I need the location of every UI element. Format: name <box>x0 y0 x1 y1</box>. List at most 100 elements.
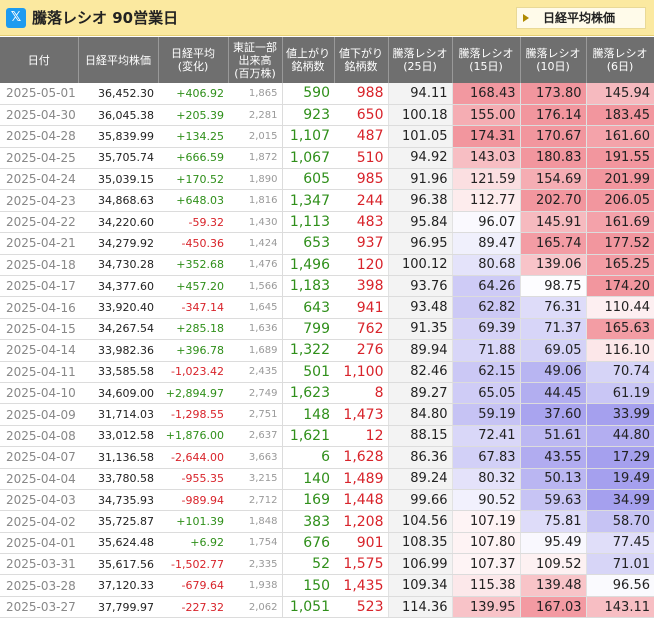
ratio-25-cell: 91.35 <box>387 318 452 341</box>
decliners-cell: 901 <box>334 532 388 555</box>
price-cell: 34,735.93 <box>78 489 158 512</box>
ratio-10-cell: 176.14 <box>519 104 586 127</box>
ratio-15-cell: 67.83 <box>451 446 520 469</box>
advancers-cell: 1,051 <box>282 596 334 618</box>
ratio-15-cell: 64.26 <box>451 275 520 298</box>
ratio-10-cell: 202.70 <box>519 189 586 212</box>
date-cell: 2025-03-27 <box>0 596 78 618</box>
ratio-15-cell: 112.77 <box>451 189 520 212</box>
change-cell: +666.59 <box>158 147 228 170</box>
table-row[interactable]: 2025-05-01 36,452.30 +406.92 1,865 590 988 94.… <box>0 83 654 105</box>
decliners-cell: 1,208 <box>334 510 388 533</box>
ratio-6-cell: 110.44 <box>585 296 654 319</box>
decliners-cell: 1,575 <box>334 553 388 576</box>
ratio-6-cell: 77.45 <box>585 532 654 555</box>
table-row[interactable]: 2025-04-10 34,609.00 +2,894.97 2,749 1,623 8 8… <box>0 382 654 405</box>
date-cell: 2025-04-21 <box>0 232 78 255</box>
price-cell: 36,045.38 <box>78 104 158 127</box>
table-row[interactable]: 2025-03-28 37,120.33 -679.64 1,938 150 1,435 1… <box>0 574 654 597</box>
ratio-15-cell: 69.39 <box>451 318 520 341</box>
nikkei-button[interactable]: 日経平均株価 <box>516 7 646 29</box>
ratio-6-cell: 165.63 <box>585 318 654 341</box>
volume-cell: 1,645 <box>228 296 283 319</box>
table-row[interactable]: 2025-04-21 34,279.92 -450.36 1,424 653 937 96.… <box>0 232 654 255</box>
volume-cell: 1,865 <box>228 83 283 105</box>
table-row[interactable]: 2025-04-03 34,735.93 -989.94 2,712 169 1,448 9… <box>0 489 654 512</box>
table-row[interactable]: 2025-04-28 35,839.99 +134.25 2,015 1,107 487 1… <box>0 125 654 148</box>
table-row[interactable]: 2025-04-24 35,039.15 +170.52 1,890 605 985 91.… <box>0 168 654 191</box>
ratio-25-cell: 84.80 <box>387 403 452 426</box>
decliners-cell: 988 <box>334 83 388 105</box>
table-row[interactable]: 2025-04-18 34,730.28 +352.68 1,476 1,496 120 1… <box>0 254 654 277</box>
table-row[interactable]: 2025-04-25 35,705.74 +666.59 1,872 1,067 510 9… <box>0 147 654 170</box>
table-header-row: 日付 日経平均株価 日経平均 (変化) 東証一部 出来高 (百万株) 値上がり 銘柄数 値下がり銘… <box>0 37 654 83</box>
ratio-25-cell: 93.48 <box>387 296 452 319</box>
advancers-cell: 52 <box>282 553 334 576</box>
decliners-cell: 1,628 <box>334 446 388 469</box>
ratio-10-cell: 51.61 <box>519 425 586 448</box>
table-row[interactable]: 2025-04-04 33,780.58 -955.35 3,215 140 1,489 8… <box>0 468 654 490</box>
ratio-25-cell: 106.99 <box>387 553 452 576</box>
ratio-15-cell: 107.37 <box>451 553 520 576</box>
volume-cell: 1,848 <box>228 510 283 533</box>
ratio-table: 日付 日経平均株価 日経平均 (変化) 東証一部 出来高 (百万株) 値上がり 銘柄数 値下がり銘… <box>0 37 654 618</box>
col-change-header: 日経平均 (変化) <box>158 37 229 83</box>
price-cell: 34,267.54 <box>78 318 158 341</box>
table-row[interactable]: 2025-04-11 33,585.58 -1,023.42 2,435 501 1,10… <box>0 361 654 383</box>
ratio-6-cell: 44.80 <box>585 425 654 448</box>
table-row[interactable]: 2025-04-08 33,012.58 +1,876.00 2,637 1,621 12… <box>0 425 654 448</box>
ratio-6-cell: 183.45 <box>585 104 654 127</box>
volume-cell: 1,938 <box>228 574 283 597</box>
ratio-10-cell: 167.03 <box>519 596 586 618</box>
ratio-10-cell: 109.52 <box>519 553 586 576</box>
ratio-6-cell: 177.52 <box>585 232 654 255</box>
advancers-cell: 501 <box>282 361 334 383</box>
price-cell: 35,705.74 <box>78 147 158 170</box>
table-row[interactable]: 2025-04-30 36,045.38 +205.39 2,281 923 650 100… <box>0 104 654 127</box>
x-share-icon[interactable]: 𝕏 <box>6 8 26 28</box>
ratio-6-cell: 33.99 <box>585 403 654 426</box>
table-row[interactable]: 2025-04-09 31,714.03 -1,298.55 2,751 148 1,47… <box>0 403 654 426</box>
table-row[interactable]: 2025-04-14 33,982.36 +396.78 1,689 1,322 276 8… <box>0 339 654 362</box>
decliners-cell: 1,473 <box>334 403 388 426</box>
table-row[interactable]: 2025-04-02 35,725.87 +101.39 1,848 383 1,208 1… <box>0 510 654 533</box>
table-row[interactable]: 2025-04-01 35,624.48 +6.92 1,754 676 901 108.3… <box>0 532 654 555</box>
price-cell: 37,120.33 <box>78 574 158 597</box>
decliners-cell: 650 <box>334 104 388 127</box>
ratio-10-cell: 145.91 <box>519 211 586 234</box>
ratio-25-cell: 96.38 <box>387 189 452 212</box>
date-cell: 2025-04-03 <box>0 489 78 512</box>
change-cell: +2,894.97 <box>158 382 228 405</box>
volume-cell: 2,751 <box>228 403 283 426</box>
decliners-cell: 398 <box>334 275 388 298</box>
table-row[interactable]: 2025-04-22 34,220.60 -59.32 1,430 1,113 483 95… <box>0 211 654 234</box>
table-row[interactable]: 2025-04-17 34,377.60 +457.20 1,566 1,183 398 9… <box>0 275 654 298</box>
table-row[interactable]: 2025-04-16 33,920.40 -347.14 1,645 643 941 93.… <box>0 296 654 319</box>
col-ratio-25-header: 騰落レシオ (25日) <box>388 37 453 83</box>
ratio-25-cell: 94.92 <box>387 147 452 170</box>
ratio-10-cell: 165.74 <box>519 232 586 255</box>
advancers-cell: 1,322 <box>282 339 334 362</box>
ratio-6-cell: 191.55 <box>585 147 654 170</box>
price-cell: 34,609.00 <box>78 382 158 405</box>
volume-cell: 1,476 <box>228 254 283 277</box>
change-cell: +457.20 <box>158 275 228 298</box>
table-row[interactable]: 2025-04-07 31,136.58 -2,644.00 3,663 6 1,628 8… <box>0 446 654 469</box>
change-cell: +352.68 <box>158 254 228 277</box>
table-row[interactable]: 2025-04-15 34,267.54 +285.18 1,636 799 762 91.… <box>0 318 654 341</box>
advancers-cell: 383 <box>282 510 334 533</box>
price-cell: 34,279.92 <box>78 232 158 255</box>
ratio-10-cell: 95.49 <box>519 532 586 555</box>
ratio-25-cell: 104.56 <box>387 510 452 533</box>
date-cell: 2025-03-31 <box>0 553 78 576</box>
table-row[interactable]: 2025-04-23 34,868.63 +648.03 1,816 1,347 244 9… <box>0 189 654 212</box>
date-cell: 2025-04-30 <box>0 104 78 127</box>
change-cell: +406.92 <box>158 83 228 105</box>
ratio-25-cell: 100.18 <box>387 104 452 127</box>
advancers-cell: 1,623 <box>282 382 334 405</box>
ratio-25-cell: 99.66 <box>387 489 452 512</box>
decliners-cell: 1,489 <box>334 468 388 490</box>
table-row[interactable]: 2025-03-31 35,617.56 -1,502.77 2,335 52 1,575… <box>0 553 654 576</box>
advancers-cell: 590 <box>282 83 334 105</box>
table-row[interactable]: 2025-03-27 37,799.97 -227.32 2,062 1,051 523 1… <box>0 596 654 618</box>
